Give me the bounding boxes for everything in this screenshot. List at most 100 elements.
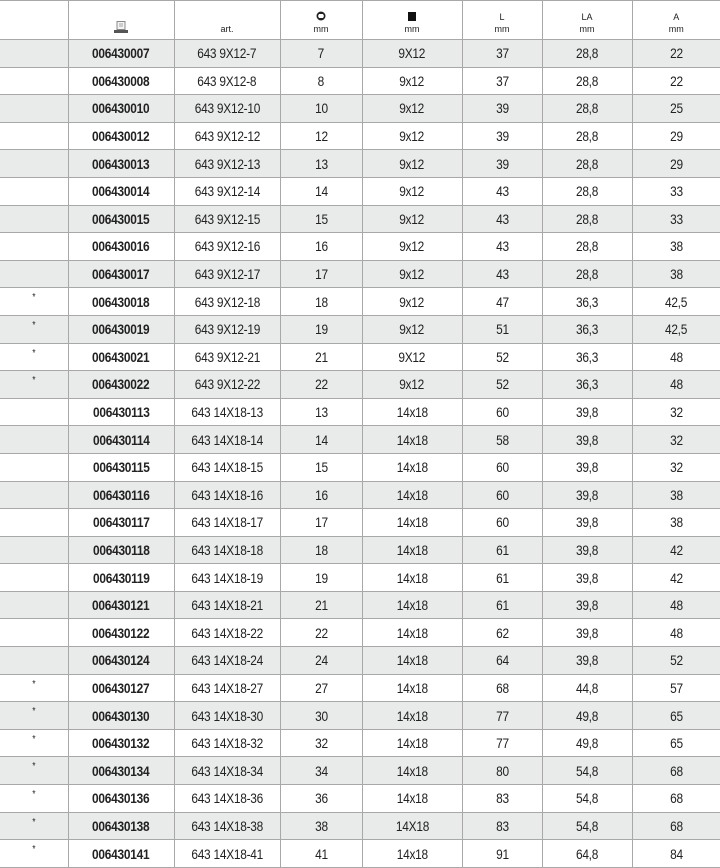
hex-socket-icon [316,11,326,21]
hex-size-cell: 18 [280,536,362,564]
square-drive-cell-text: 14x18 [396,763,427,779]
a-cell: 48 [632,371,720,399]
hex-size-cell-text: 41 [315,846,328,862]
hex-size-cell: 13 [280,398,362,426]
hex-size-cell: 19 [280,564,362,592]
flag-cell [0,67,68,95]
code-cell-text: 006430114 [93,432,150,448]
length-cell-text: 37 [496,45,509,61]
article-cell: 643 14X18-30 [174,702,280,730]
header-length-label: L [463,11,542,23]
hex-size-cell: 32 [280,729,362,757]
hex-size-cell: 41 [280,840,362,868]
a-cell-text: 29 [670,156,683,172]
header-square-unit: mm [405,24,420,34]
length-cell-text: 51 [496,321,509,337]
a-cell-text: 68 [670,763,683,779]
article-cell-text: 643 14X18-17 [191,514,263,530]
flag-cell: * [0,812,68,840]
la-cell: 28,8 [542,177,632,205]
square-drive-cell-text: 14x18 [396,404,427,420]
length-cell: 43 [462,205,542,233]
la-cell: 36,3 [542,315,632,343]
a-cell: 32 [632,453,720,481]
code-cell: 006430141 [68,840,174,868]
square-drive-cell-text: 9x12 [400,128,425,144]
code-cell-text: 006430008 [92,73,149,89]
a-cell-text: 25 [670,100,683,116]
flag-cell [0,647,68,675]
square-drive-cell: 9X12 [362,343,462,371]
square-drive-cell-text: 9x12 [400,183,425,199]
length-cell-text: 43 [496,183,509,199]
code-cell-text: 006430013 [92,156,149,172]
square-drive-cell-text: 14x18 [396,542,427,558]
hex-size-cell-text: 10 [315,100,328,116]
la-cell: 36,3 [542,288,632,316]
square-drive-cell-text: 9x12 [400,73,425,89]
article-cell: 643 14X18-32 [174,729,280,757]
la-cell: 36,3 [542,371,632,399]
length-cell: 83 [462,785,542,813]
code-cell: 006430010 [68,95,174,123]
square-drive-cell: 14x18 [362,426,462,454]
flag-cell [0,398,68,426]
article-cell: 643 9X12-17 [174,260,280,288]
a-cell: 22 [632,67,720,95]
flag-cell-text: * [32,844,35,855]
square-drive-cell: 14x18 [362,840,462,868]
a-cell: 57 [632,674,720,702]
article-cell: 643 14X18-38 [174,812,280,840]
a-cell-text: 38 [670,487,683,503]
length-cell-text: 61 [496,597,509,613]
la-cell-text: 54,8 [576,763,598,779]
la-cell: 28,8 [542,67,632,95]
hex-size-cell: 24 [280,647,362,675]
code-cell: 006430119 [68,564,174,592]
flag-cell-text: * [32,679,35,690]
square-drive-cell-text: 14X18 [395,818,428,834]
length-cell-text: 60 [496,459,509,475]
code-cell: 006430127 [68,674,174,702]
code-cell: 006430008 [68,67,174,95]
la-cell-text: 39,8 [576,432,598,448]
article-cell: 643 14X18-34 [174,757,280,785]
article-cell-text: 643 9X12-13 [194,156,259,172]
length-cell-text: 58 [496,432,509,448]
a-cell-text: 22 [670,73,683,89]
article-cell-text: 643 14X18-32 [191,735,263,751]
length-cell: 58 [462,426,542,454]
length-cell: 77 [462,702,542,730]
la-cell: 49,8 [542,702,632,730]
article-cell: 643 9X12-18 [174,288,280,316]
hex-size-cell: 14 [280,177,362,205]
article-cell-text: 643 9X12-16 [194,238,259,254]
flag-cell: * [0,702,68,730]
code-cell: 006430122 [68,619,174,647]
square-drive-cell: 9x12 [362,177,462,205]
length-cell-text: 60 [496,514,509,530]
la-cell-text: 36,3 [576,349,598,365]
square-drive-cell-text: 9X12 [399,45,426,61]
article-cell-text: 643 9X12-8 [198,73,257,89]
square-drive-icon [408,12,416,21]
article-cell-text: 643 14X18-22 [191,625,263,641]
article-cell: 643 14X18-22 [174,619,280,647]
a-cell: 29 [632,150,720,178]
hex-size-cell: 19 [280,315,362,343]
code-cell-text: 006430132 [92,735,149,751]
a-cell-text: 33 [670,211,683,227]
hex-size-cell-text: 7 [318,45,324,61]
hex-size-cell: 27 [280,674,362,702]
la-cell-text: 36,3 [576,376,598,392]
article-cell-text: 643 14X18-41 [191,846,263,862]
code-cell-text: 006430116 [93,487,150,503]
hex-size-cell: 16 [280,233,362,261]
code-cell-text: 006430022 [92,376,149,392]
